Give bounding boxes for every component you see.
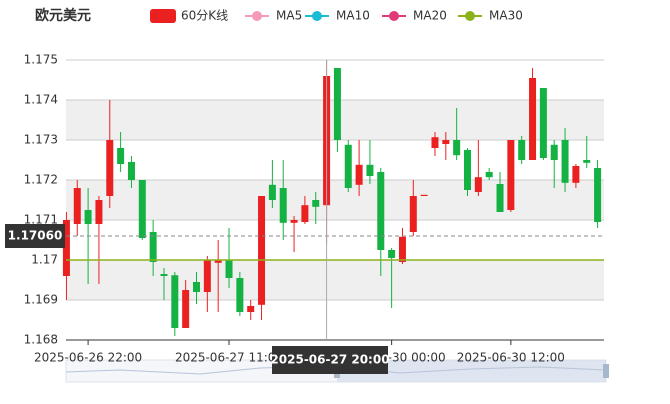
x-tick-label: 2025-06-26 22:00 xyxy=(34,351,142,365)
candle-body xyxy=(572,166,580,183)
y-tick-label: 1.169 xyxy=(24,293,58,307)
grid-band xyxy=(66,180,604,220)
candle-body xyxy=(214,260,222,263)
candle-body xyxy=(106,140,114,196)
candle-body xyxy=(496,184,504,212)
candle-body xyxy=(431,137,439,148)
legend-swatch xyxy=(465,11,475,21)
candle-body xyxy=(62,220,70,276)
candle-body xyxy=(73,188,81,224)
candle-body xyxy=(268,184,276,200)
y-tick-label: 1.168 xyxy=(24,333,58,347)
legend-label: MA5 xyxy=(276,9,302,23)
candle-body xyxy=(518,140,526,160)
candle-body xyxy=(539,88,547,158)
candle-body xyxy=(442,140,450,144)
crosshair-y-box xyxy=(5,224,65,248)
candle-body xyxy=(388,250,396,258)
legend-label: MA20 xyxy=(413,9,447,23)
legend-swatch xyxy=(312,11,322,21)
candle-body xyxy=(171,275,179,328)
candle-body xyxy=(301,205,309,222)
zoom-window[interactable] xyxy=(337,360,606,382)
y-tick-label: 1.171 xyxy=(24,213,58,227)
legend-swatch xyxy=(389,11,399,21)
candle-body xyxy=(95,200,103,224)
candle-body xyxy=(279,188,287,223)
chart-title: 欧元美元 xyxy=(35,7,91,24)
candle-body xyxy=(420,194,428,196)
legend-swatch xyxy=(252,11,262,21)
candle-body xyxy=(84,210,92,224)
candle-body xyxy=(594,168,602,222)
zoom-handle[interactable] xyxy=(603,364,609,378)
candle-body xyxy=(344,144,352,188)
y-tick-label: 1.175 xyxy=(24,53,58,67)
candle-body xyxy=(203,260,211,292)
candle-body xyxy=(409,196,417,232)
candle-body xyxy=(258,196,266,305)
candle-body xyxy=(127,162,135,180)
legend-label: MA10 xyxy=(336,9,370,23)
candle-body xyxy=(149,232,157,262)
candle-body xyxy=(507,140,515,210)
legend-swatch xyxy=(150,9,176,23)
legend-label: MA30 xyxy=(489,9,523,23)
candle-body xyxy=(474,177,482,192)
candle-body xyxy=(225,260,233,278)
candle-body xyxy=(193,282,200,292)
candle-body xyxy=(398,236,406,262)
candle-body xyxy=(333,68,341,140)
candle-body xyxy=(290,220,298,223)
candle-body xyxy=(453,140,461,156)
candle-body xyxy=(138,180,146,238)
candle-body xyxy=(583,160,591,163)
y-tick-label: 1.172 xyxy=(24,173,58,187)
legend-label: 60分K线 xyxy=(181,9,228,23)
y-tick-label: 1.173 xyxy=(24,133,58,147)
grid-band xyxy=(66,260,604,300)
candle-body xyxy=(485,172,493,178)
y-tick-label: 1.17 xyxy=(31,253,58,267)
crosshair-x-label: 2025-06-27 20:00 xyxy=(270,353,389,367)
crosshair-y-label: 1.17060 xyxy=(8,229,63,243)
candle-body xyxy=(377,172,385,250)
candle-body xyxy=(366,164,374,176)
candle-body xyxy=(550,144,558,160)
crosshair-x-box xyxy=(272,346,388,374)
y-tick-label: 1.174 xyxy=(24,93,58,107)
candle-body xyxy=(561,140,569,183)
candle-body xyxy=(247,306,255,312)
candle-body xyxy=(117,148,125,164)
candle-body xyxy=(355,164,363,185)
candle-body xyxy=(182,290,190,328)
candle-body xyxy=(312,200,320,207)
x-tick-label: 2025-06-30 12:00 xyxy=(457,351,565,365)
candle-body xyxy=(236,278,244,312)
x-tick-label: 2025-06-27 11:00 xyxy=(175,351,283,365)
candle-body xyxy=(529,78,537,160)
candle-body xyxy=(160,274,168,276)
candle-body xyxy=(464,150,471,190)
